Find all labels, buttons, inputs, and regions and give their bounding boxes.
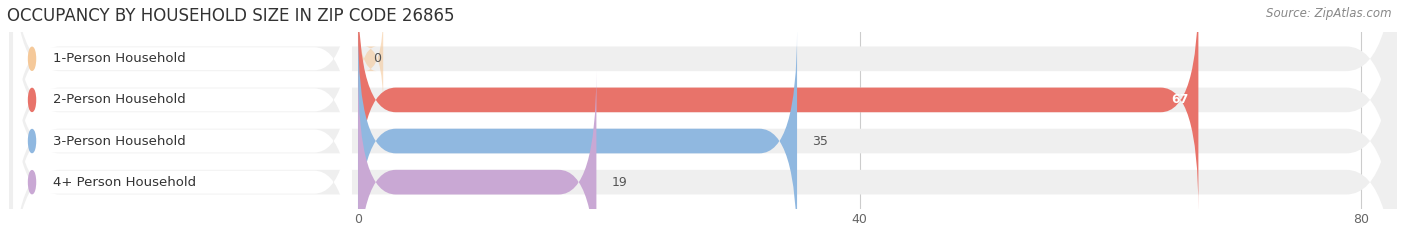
Text: 1-Person Household: 1-Person Household [53, 52, 186, 65]
Circle shape [28, 130, 35, 153]
FancyBboxPatch shape [13, 29, 352, 233]
FancyBboxPatch shape [10, 0, 1396, 233]
Text: 2-Person Household: 2-Person Household [53, 93, 186, 106]
Text: 3-Person Household: 3-Person Household [53, 134, 186, 147]
FancyBboxPatch shape [10, 0, 1396, 211]
Circle shape [28, 88, 35, 111]
FancyBboxPatch shape [10, 0, 1396, 233]
FancyBboxPatch shape [13, 0, 352, 212]
Text: 35: 35 [813, 134, 828, 147]
FancyBboxPatch shape [359, 71, 596, 233]
Text: 4+ Person Household: 4+ Person Household [53, 176, 197, 189]
Circle shape [28, 47, 35, 70]
Text: 67: 67 [1171, 93, 1188, 106]
Text: OCCUPANCY BY HOUSEHOLD SIZE IN ZIP CODE 26865: OCCUPANCY BY HOUSEHOLD SIZE IN ZIP CODE … [7, 7, 454, 25]
FancyBboxPatch shape [359, 10, 384, 108]
Text: 0: 0 [373, 52, 381, 65]
FancyBboxPatch shape [13, 0, 352, 171]
Circle shape [28, 171, 35, 194]
FancyBboxPatch shape [13, 70, 352, 233]
Text: Source: ZipAtlas.com: Source: ZipAtlas.com [1267, 7, 1392, 20]
Text: 19: 19 [612, 176, 627, 189]
FancyBboxPatch shape [10, 30, 1396, 233]
FancyBboxPatch shape [359, 0, 1198, 211]
FancyBboxPatch shape [359, 30, 797, 233]
